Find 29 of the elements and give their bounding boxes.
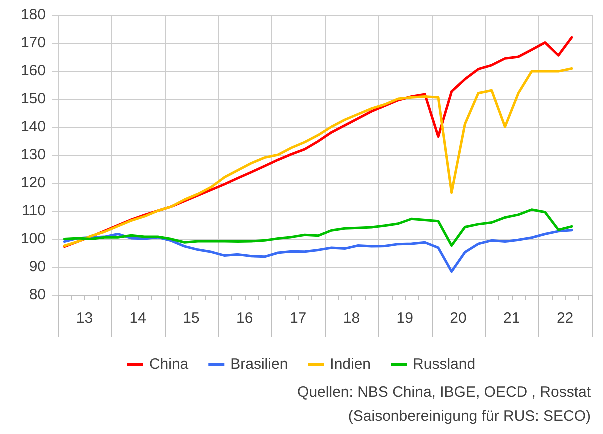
y-tick-label: 80 [29,286,46,304]
x-tick-label: 20 [450,310,467,327]
y-tick-label: 180 [20,6,46,24]
y-tick-label: 120 [20,174,46,192]
x-tick-label: 22 [556,310,574,327]
legend-label: China [149,356,190,373]
x-tick-label: 21 [504,310,520,327]
y-tick-label: 110 [22,202,46,220]
legend-label: Brasilien [230,356,288,373]
line-series [63,68,574,248]
x-tick-label: 16 [236,310,254,327]
source-note: Quellen: NBS China, IBGE, OECD , Rosstat [298,384,592,401]
x-tick-label: 13 [76,310,94,327]
x-tick-label: 15 [183,310,200,327]
y-tick-label: 100 [20,230,46,248]
y-tick-label: 150 [20,90,46,108]
x-tick-label: 17 [290,310,307,327]
legend-label: Indien [330,356,372,373]
y-tick-label: 130 [20,146,46,164]
y-tick-label: 170 [20,34,46,52]
line-series [63,208,574,247]
y-tick-label: 140 [20,118,46,136]
text: (Saisonbereinigung für RUS: SECO) [348,408,592,425]
x-tick-label: 14 [130,310,146,327]
y-tick-label: 90 [29,258,46,276]
x-tick-label: 18 [343,310,360,327]
y-tick-label: 160 [20,62,46,80]
x-tick-label: 19 [396,310,414,327]
legend-label: Russland [413,356,476,373]
